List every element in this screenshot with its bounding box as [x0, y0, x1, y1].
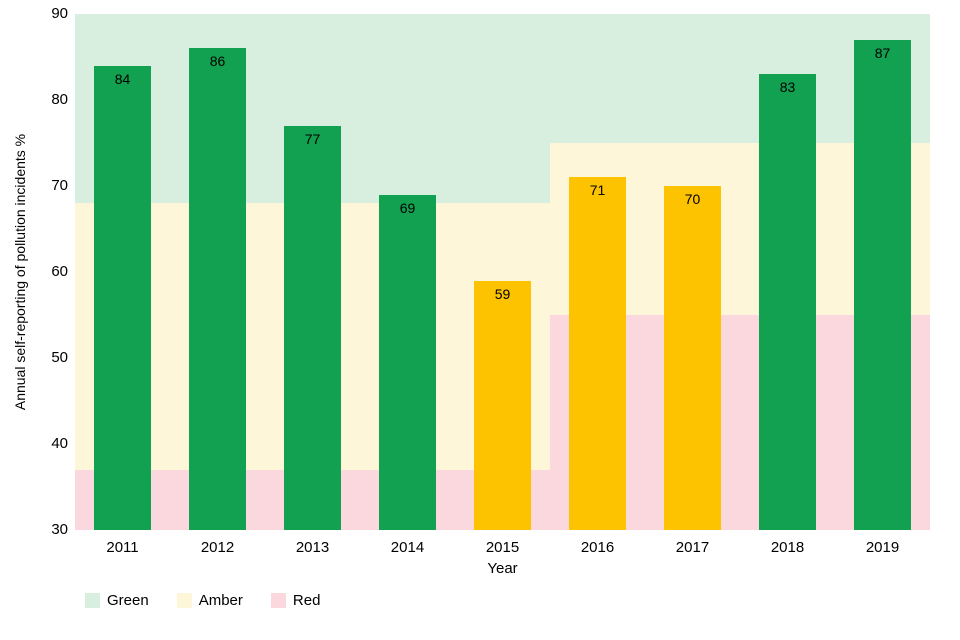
- bar-2016: 71: [568, 177, 627, 530]
- y-tick-label: 60: [51, 263, 68, 280]
- x-tick-label: 2014: [390, 539, 425, 556]
- y-tick-label: 70: [51, 177, 68, 195]
- bar-value-label: 77: [304, 130, 321, 147]
- y-tick-label: 50: [51, 349, 68, 367]
- bar-value-label: 86: [209, 53, 226, 70]
- legend: Green Amber Red: [85, 592, 320, 609]
- x-tick-label: 2019: [865, 539, 900, 556]
- plot-area: 84 86 77 69 59 71 70 83 87: [75, 14, 930, 530]
- x-tick-label: 2013: [295, 539, 330, 556]
- legend-item-amber: Amber: [176, 592, 243, 609]
- x-axis-label: Year: [487, 560, 518, 577]
- bar-value-label: 70: [684, 191, 701, 207]
- legend-swatch: [176, 593, 192, 608]
- bar-value-label: 69: [399, 199, 416, 216]
- legend-swatch: [270, 593, 286, 608]
- y-tick-label: 40: [51, 435, 68, 453]
- bar-value-label: 59: [494, 285, 511, 302]
- y-tick-label: 90: [51, 5, 68, 22]
- y-tick-label: 80: [51, 91, 68, 108]
- legend-item-green: Green: [85, 592, 149, 609]
- x-axis-ticks: 2011 2012 2013 2014 2015 2016 2017 2018 2019: [75, 538, 930, 558]
- bar-value-label: 83: [779, 79, 796, 96]
- bar-2012: 86: [188, 48, 247, 530]
- x-tick-label: 2012: [200, 539, 235, 556]
- legend-swatch: [85, 593, 100, 608]
- x-tick-label: 2017: [675, 539, 710, 556]
- x-tick-label: 2011: [106, 539, 139, 556]
- legend-label: Red: [292, 592, 321, 609]
- bar-2017: 70: [663, 186, 722, 530]
- x-tick-label: 2016: [580, 539, 615, 556]
- y-axis-ticks: 30 40 50 60 70 80 90: [28, 5, 68, 538]
- legend-item-red: Red: [270, 592, 321, 609]
- bar-2011: 84: [93, 65, 152, 530]
- bar-value-label: 87: [874, 44, 891, 61]
- x-tick-label: 2015: [485, 539, 520, 556]
- bar-value-label: 84: [114, 70, 131, 87]
- legend-label: Amber: [198, 592, 243, 609]
- bar-2019: 87: [853, 39, 912, 530]
- bar-2014: 69: [378, 194, 437, 530]
- y-tick-label: 30: [51, 521, 68, 538]
- bar-value-label: 71: [589, 182, 606, 199]
- bar-2018: 83: [758, 74, 817, 530]
- x-tick-label: 2018: [770, 539, 805, 556]
- legend-label: Green: [107, 592, 149, 609]
- bar-2013: 77: [283, 125, 342, 530]
- bar-2015: 59: [473, 280, 532, 530]
- y-axis-label: Annual self-reporting of pollution incid…: [12, 133, 28, 411]
